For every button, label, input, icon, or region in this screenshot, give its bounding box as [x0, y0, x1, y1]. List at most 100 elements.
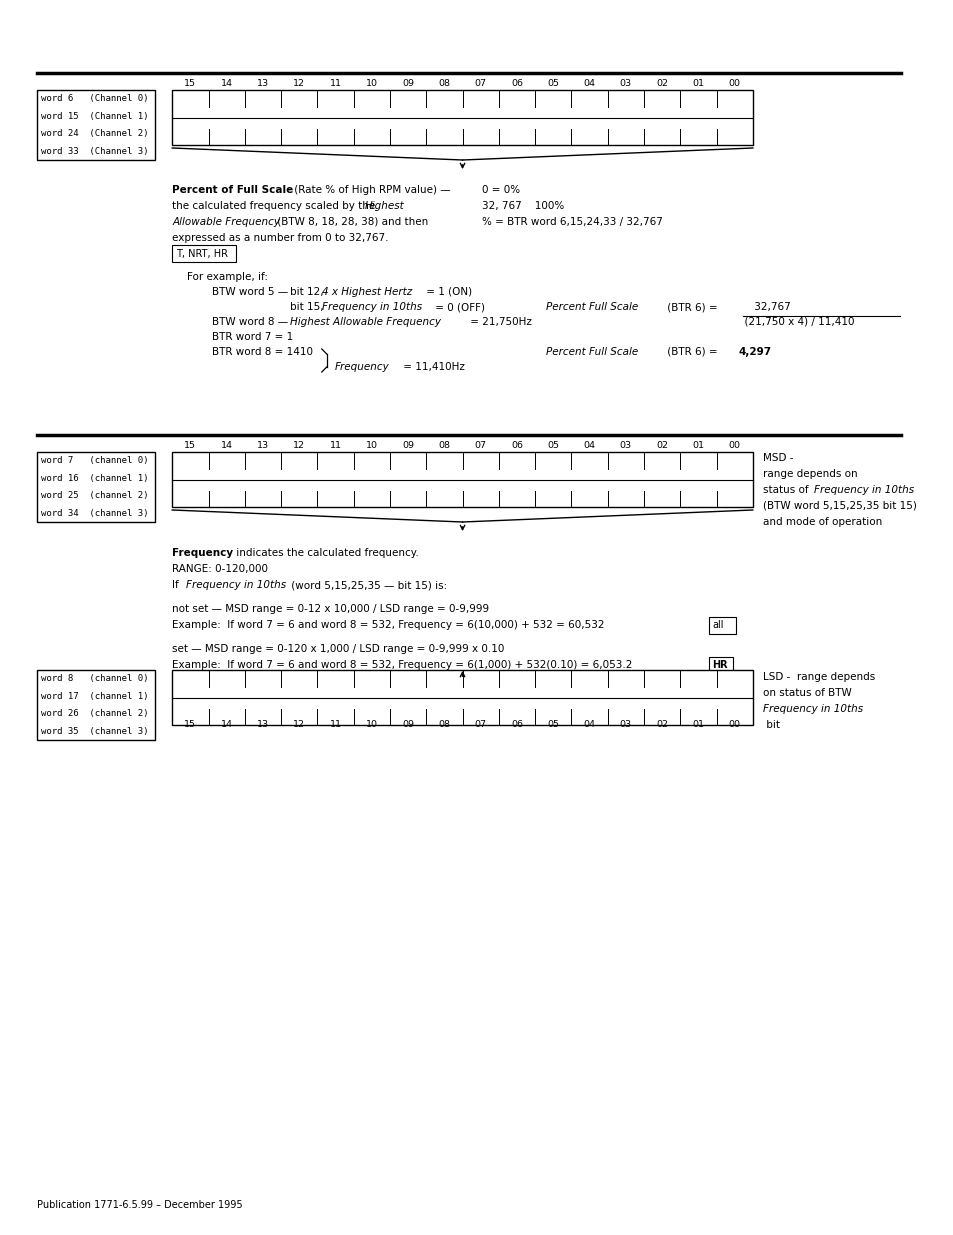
Text: BTW word 8 —: BTW word 8 — [212, 317, 288, 327]
Bar [172, 90, 752, 144]
Bar [37, 452, 155, 522]
Text: 15: 15 [184, 441, 196, 450]
Text: word 17  (channel 1): word 17 (channel 1) [41, 692, 149, 700]
Text: 12: 12 [293, 441, 305, 450]
Text: 03: 03 [619, 441, 631, 450]
Text: 06: 06 [511, 441, 522, 450]
Text: on status of BTW: on status of BTW [761, 688, 850, 698]
Text: If: If [172, 580, 182, 590]
Text: 03: 03 [619, 720, 631, 729]
Text: word 24  (Channel 2): word 24 (Channel 2) [41, 130, 149, 138]
Text: Example:  If word 7 = 6 and word 8 = 532, Frequency = 6(10,000) + 532 = 60,532: Example: If word 7 = 6 and word 8 = 532,… [172, 620, 604, 630]
Text: 14: 14 [220, 79, 233, 88]
Text: 09: 09 [401, 441, 414, 450]
Text: 0 = 0%: 0 = 0% [481, 185, 519, 195]
Text: Frequency in 10ths: Frequency in 10ths [321, 303, 421, 312]
Text: 10: 10 [365, 79, 377, 88]
Text: 06: 06 [511, 720, 522, 729]
Text: (Rate % of High RPM value) —: (Rate % of High RPM value) — [291, 185, 451, 195]
Text: 05: 05 [547, 79, 558, 88]
Bar [708, 616, 736, 634]
Text: 10: 10 [365, 720, 377, 729]
Text: Percent of Full Scale: Percent of Full Scale [172, 185, 294, 195]
Text: 02: 02 [656, 441, 667, 450]
Text: 07: 07 [475, 79, 486, 88]
Text: 11: 11 [329, 79, 341, 88]
Text: word 33  (Channel 3): word 33 (Channel 3) [41, 147, 149, 156]
Text: T, NRT, HR: T, NRT, HR [176, 248, 228, 258]
Text: 13: 13 [256, 79, 269, 88]
Text: Frequency: Frequency [335, 362, 389, 372]
Bar [37, 90, 155, 161]
Text: 09: 09 [401, 720, 414, 729]
Text: 15: 15 [184, 720, 196, 729]
Text: 12: 12 [293, 720, 305, 729]
Text: word 6   (Channel 0): word 6 (Channel 0) [41, 94, 149, 104]
Text: Frequency in 10ths: Frequency in 10ths [761, 704, 862, 714]
Text: word 16  (channel 1): word 16 (channel 1) [41, 474, 149, 483]
Text: word 34  (channel 3): word 34 (channel 3) [41, 509, 149, 517]
Text: the calculated frequency scaled by the: the calculated frequency scaled by the [172, 201, 378, 211]
Text: (BTR 6) =: (BTR 6) = [663, 347, 720, 357]
Text: word 26  (channel 2): word 26 (channel 2) [41, 709, 149, 719]
Text: BTW word 5 —: BTW word 5 — [212, 287, 288, 296]
Bar [708, 657, 733, 674]
Text: 01: 01 [692, 441, 703, 450]
Text: indicates the calculated frequency.: indicates the calculated frequency. [233, 548, 418, 558]
Text: 04: 04 [583, 441, 595, 450]
Text: = 21,750Hz: = 21,750Hz [467, 317, 532, 327]
Text: 14: 14 [220, 720, 233, 729]
Text: Highest: Highest [365, 201, 404, 211]
Text: word 25  (channel 2): word 25 (channel 2) [41, 492, 149, 500]
Text: (BTR 6) =: (BTR 6) = [663, 303, 718, 312]
Text: 13: 13 [256, 441, 269, 450]
Text: Frequency: Frequency [172, 548, 233, 558]
Bar [37, 671, 155, 740]
Text: = 0 (OFF): = 0 (OFF) [432, 303, 484, 312]
Bar [172, 671, 752, 725]
Text: set — MSD range = 0-120 x 1,000 / LSD range = 0-9,999 x 0.10: set — MSD range = 0-120 x 1,000 / LSD ra… [172, 643, 504, 655]
Text: Percent Full Scale: Percent Full Scale [546, 347, 638, 357]
Text: 15: 15 [184, 79, 196, 88]
Text: For example, if:: For example, if: [187, 272, 268, 282]
Text: 04: 04 [583, 720, 595, 729]
Text: BTR word 7 = 1: BTR word 7 = 1 [212, 332, 293, 342]
Text: 13: 13 [256, 720, 269, 729]
Text: 32, 767    100%: 32, 767 100% [481, 201, 564, 211]
Text: 11: 11 [329, 720, 341, 729]
Text: Example:  If word 7 = 6 and word 8 = 532, Frequency = 6(1,000) + 532(0.10) = 6,0: Example: If word 7 = 6 and word 8 = 532,… [172, 659, 632, 671]
Text: Publication 1771-6.5.99 – December 1995: Publication 1771-6.5.99 – December 1995 [37, 1200, 243, 1210]
Text: Frequency in 10ths: Frequency in 10ths [186, 580, 286, 590]
Text: word 15  (Channel 1): word 15 (Channel 1) [41, 111, 149, 121]
Text: word 7   (channel 0): word 7 (channel 0) [41, 456, 149, 466]
Text: 08: 08 [438, 441, 450, 450]
Text: expressed as a number from 0 to 32,767.: expressed as a number from 0 to 32,767. [172, 233, 388, 243]
Text: 05: 05 [547, 720, 558, 729]
Text: % = BTR word 6,15,24,33 / 32,767: % = BTR word 6,15,24,33 / 32,767 [481, 217, 662, 227]
Text: bit 15,: bit 15, [290, 303, 327, 312]
Text: 12: 12 [293, 79, 305, 88]
Text: 02: 02 [656, 79, 667, 88]
Text: Percent Full Scale: Percent Full Scale [546, 303, 638, 312]
Text: Allowable Frequency: Allowable Frequency [172, 217, 280, 227]
Text: 02: 02 [656, 720, 667, 729]
Text: Highest Allowable Frequency: Highest Allowable Frequency [290, 317, 441, 327]
Text: (BTW 8, 18, 28, 38) and then: (BTW 8, 18, 28, 38) and then [274, 217, 427, 227]
Bar [172, 452, 752, 508]
Text: 04: 04 [583, 79, 595, 88]
Text: 07: 07 [475, 720, 486, 729]
Text: all: all [712, 620, 723, 630]
Text: BTR word 8 = 1410: BTR word 8 = 1410 [212, 347, 313, 357]
Text: 4 x Highest Hertz: 4 x Highest Hertz [321, 287, 412, 296]
Text: word 35  (channel 3): word 35 (channel 3) [41, 726, 149, 736]
Text: status of: status of [761, 485, 811, 495]
Text: 32,767: 32,767 [738, 303, 790, 312]
Text: RANGE: 0-120,000: RANGE: 0-120,000 [172, 564, 268, 574]
Text: HR: HR [712, 661, 727, 671]
Text: not set — MSD range = 0-12 x 10,000 / LSD range = 0-9,999: not set — MSD range = 0-12 x 10,000 / LS… [172, 604, 489, 614]
Text: (word 5,15,25,35 — bit 15) is:: (word 5,15,25,35 — bit 15) is: [288, 580, 447, 590]
Text: and mode of operation: and mode of operation [761, 517, 881, 527]
Text: 08: 08 [438, 79, 450, 88]
Text: word 8   (channel 0): word 8 (channel 0) [41, 674, 149, 683]
Text: 03: 03 [619, 79, 631, 88]
